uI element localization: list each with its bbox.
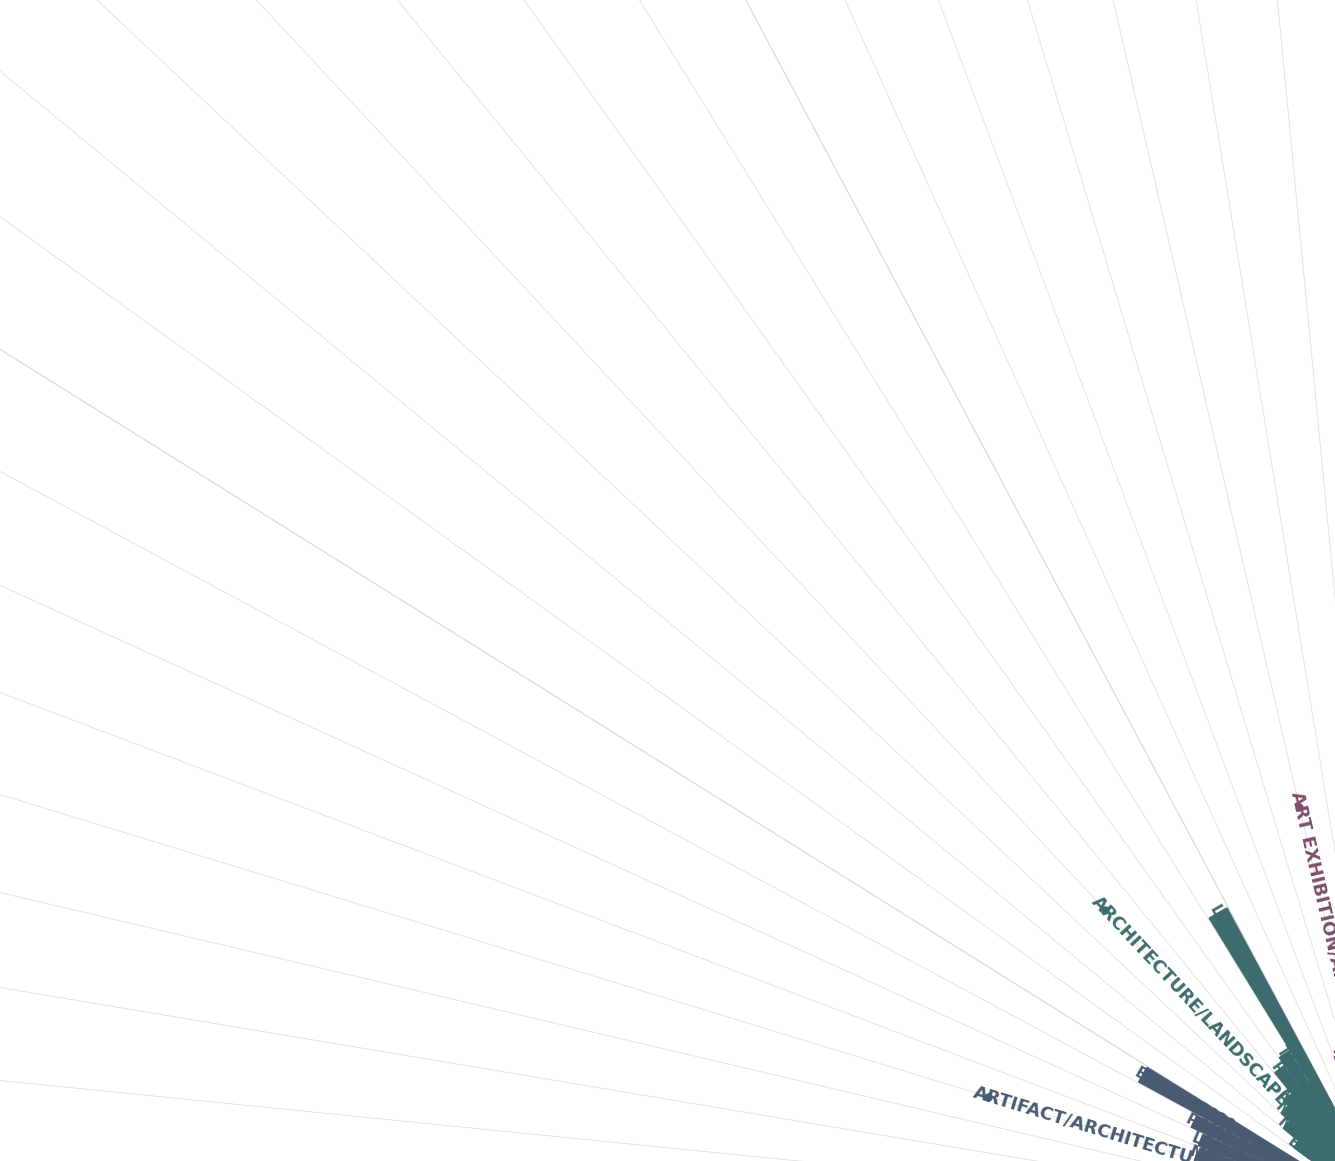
Text: MOMA 1706: MOMA 1706	[1330, 1045, 1335, 1144]
Polygon shape	[1199, 1134, 1335, 1161]
Text: BRITISH 1135: BRITISH 1135	[1286, 1134, 1335, 1161]
Text: POMPIDOU 1885: POMPIDOU 1885	[1268, 1059, 1335, 1161]
Polygon shape	[1196, 1148, 1335, 1161]
Polygon shape	[1210, 908, 1335, 1161]
Text: ART EXHIBITION/ARCHITECTURE: ART EXHIBITION/ARCHITECTURE	[1287, 789, 1335, 1109]
Text: LOUVRE 3753: LOUVRE 3753	[1208, 902, 1276, 1007]
Text: ARCHITECTURE/LANDSCAPE: ARCHITECTURE/LANDSCAPE	[1088, 893, 1292, 1110]
Text: POMPIDOU 2265: POMPIDOU 2265	[1184, 1111, 1312, 1161]
Text: NMK 1501: NMK 1501	[1274, 1098, 1335, 1161]
Text: BRITISH 3030: BRITISH 3030	[1132, 1065, 1236, 1133]
Polygon shape	[1139, 1067, 1335, 1161]
Polygon shape	[1283, 1095, 1335, 1161]
Polygon shape	[1275, 1066, 1335, 1161]
Text: MMCA 1580: MMCA 1580	[1276, 1087, 1335, 1161]
Polygon shape	[1282, 1106, 1335, 1161]
Polygon shape	[1191, 1116, 1335, 1161]
Polygon shape	[1283, 1122, 1335, 1161]
Text: MET 1367: MET 1367	[1275, 1115, 1335, 1161]
Text: ARTIFACT/ARCHITECTURE: ARTIFACT/ARCHITECTURE	[972, 1083, 1220, 1161]
Text: LOUVRE 2110: LOUVRE 2110	[1191, 1130, 1299, 1161]
Polygon shape	[1294, 1142, 1335, 1161]
Text: MET 2080: MET 2080	[1188, 1144, 1270, 1161]
Polygon shape	[1279, 1051, 1335, 1161]
Text: TATE MODERN 1990: TATE MODERN 1990	[1274, 1044, 1335, 1161]
